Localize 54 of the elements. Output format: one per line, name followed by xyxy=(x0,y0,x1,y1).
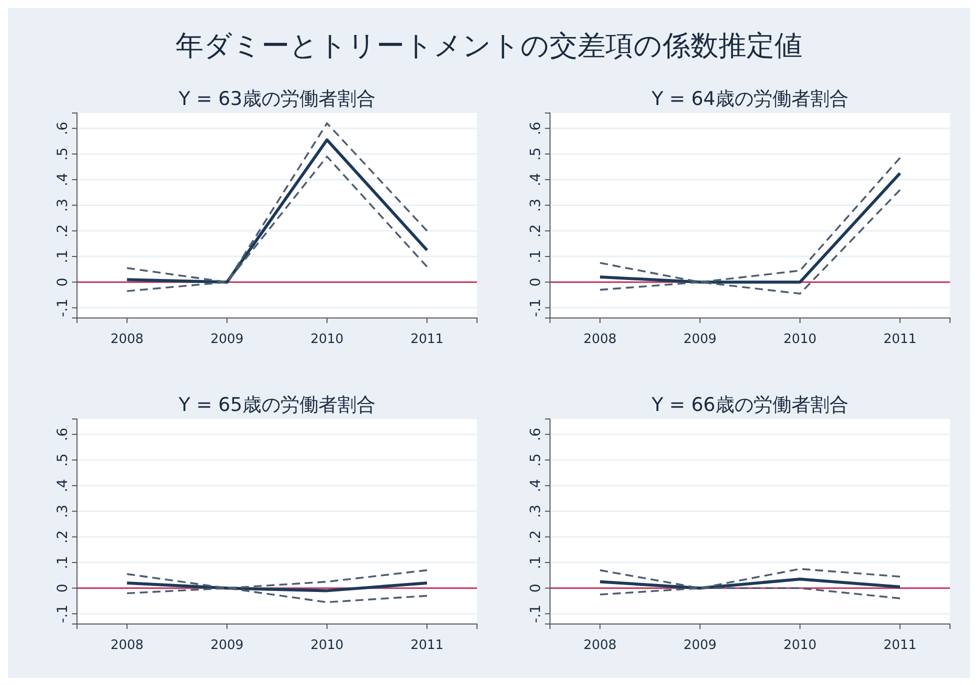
y-tick-label: .4 xyxy=(528,172,544,186)
y-tick-label: .3 xyxy=(528,198,544,212)
y-tick-label: .6 xyxy=(54,428,71,442)
x-tick-label: 2010 xyxy=(783,332,817,347)
y-tick-label: .3 xyxy=(528,504,544,518)
y-tick-label: .1 xyxy=(54,556,71,570)
x-tick-label: 2009 xyxy=(683,332,717,347)
x-tick-label: 2011 xyxy=(883,638,917,653)
x-tick-label: 2011 xyxy=(410,332,444,347)
y-tick-label: .6 xyxy=(54,122,71,136)
y-tick-label: .4 xyxy=(54,478,71,492)
x-tick-label: 2011 xyxy=(883,332,917,347)
x-tick-label: 2008 xyxy=(583,332,617,347)
y-tick-label: 0 xyxy=(528,584,544,593)
x-tick-label: 2008 xyxy=(583,638,617,653)
y-tick-label: 0 xyxy=(528,278,544,287)
y-tick-label: .6 xyxy=(528,122,544,136)
y-tick-label: -.1 xyxy=(528,298,544,317)
x-tick-label: 2010 xyxy=(310,638,344,653)
x-tick-label: 2008 xyxy=(110,332,144,347)
y-tick-label: .2 xyxy=(54,530,71,544)
y-tick-label: -.1 xyxy=(528,604,544,623)
y-tick-label: .5 xyxy=(528,147,544,161)
x-tick-label: 2011 xyxy=(410,638,444,653)
y-tick-label: .3 xyxy=(54,504,71,518)
x-tick-label: 2009 xyxy=(210,332,244,347)
text: 年ダミーとトリートメントの交差項の係数推定値 xyxy=(176,29,802,62)
y-tick-label: .4 xyxy=(528,478,544,492)
y-tick-label: .2 xyxy=(528,224,544,238)
y-tick-label: .5 xyxy=(528,453,544,467)
x-tick-label: 2010 xyxy=(783,638,817,653)
y-tick-label: -.1 xyxy=(54,604,71,623)
chart-title: Y = 65歳の労働者割合 xyxy=(178,394,376,416)
y-tick-label: .1 xyxy=(528,250,544,264)
y-tick-label: .5 xyxy=(54,147,71,161)
y-tick-label: .4 xyxy=(54,172,71,186)
y-tick-label: .5 xyxy=(54,453,71,467)
x-tick-label: 2010 xyxy=(310,332,344,347)
chart-title: Y = 64歳の労働者割合 xyxy=(650,88,848,110)
chart-title: Y = 66歳の労働者割合 xyxy=(650,394,848,416)
y-tick-label: .2 xyxy=(54,224,71,238)
y-tick-label: 0 xyxy=(54,584,71,593)
y-tick-label: .1 xyxy=(54,250,71,264)
y-tick-label: 0 xyxy=(54,278,71,287)
y-tick-label: .3 xyxy=(54,198,71,212)
y-tick-label: .1 xyxy=(528,556,544,570)
x-tick-label: 2009 xyxy=(683,638,717,653)
chart-title: Y = 63歳の労働者割合 xyxy=(178,88,376,110)
x-tick-label: 2008 xyxy=(110,638,144,653)
y-tick-label: .2 xyxy=(528,530,544,544)
y-tick-label: .6 xyxy=(528,428,544,442)
line-series xyxy=(598,578,902,590)
y-tick-label: -.1 xyxy=(54,298,71,317)
x-tick-label: 2009 xyxy=(210,638,244,653)
